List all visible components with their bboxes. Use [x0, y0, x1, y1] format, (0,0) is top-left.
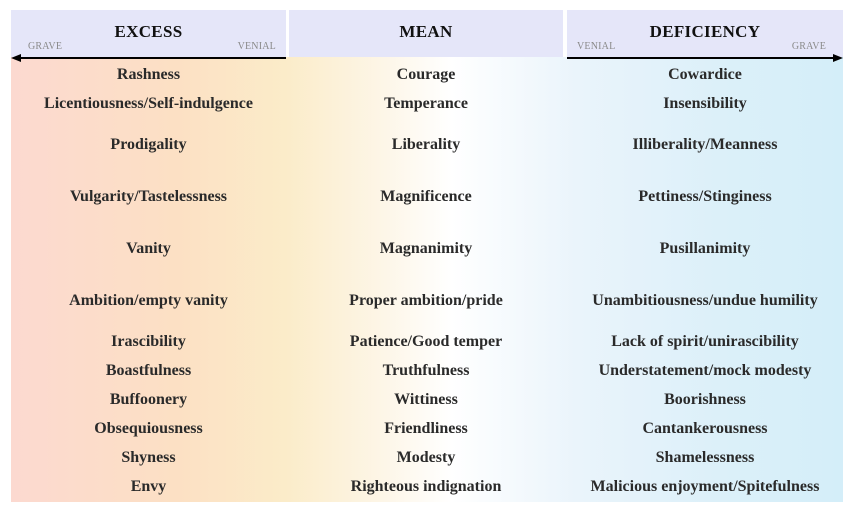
deficiency-right-label: GRAVE	[791, 41, 826, 52]
column-title-excess: EXCESS	[114, 22, 183, 41]
excess-cell: Obsequiousness	[94, 420, 203, 437]
excess-cell: Shyness	[121, 449, 176, 466]
deficiency-cell: Unambitiousness/undue humility	[592, 292, 818, 309]
mean-cell: Righteous indignation	[350, 478, 502, 495]
table-row: Irascibility Patience/Good temper Lack o…	[11, 331, 843, 353]
deficiency-cell: Pettiness/Stinginess	[638, 188, 772, 205]
mean-cell: Courage	[396, 66, 456, 83]
excess-cell: Prodigality	[110, 136, 187, 153]
deficiency-cell: Pusillanimity	[659, 240, 751, 257]
excess-right-label: VENIAL	[237, 41, 276, 52]
virtues-table: Rashness Courage Cowardice Licentiousnes…	[11, 57, 843, 502]
table-row: Prodigality Liberality Illiberality/Mean…	[11, 134, 843, 156]
mean-cell: Magnificence	[380, 188, 472, 205]
deficiency-cell: Cantankerousness	[642, 420, 768, 437]
deficiency-left-label: VENIAL	[577, 41, 616, 52]
table-row: Vulgarity/Tastelessness Magnificence Pet…	[11, 186, 843, 208]
table-row: Buffoonery Wittiness Boorishness	[11, 389, 843, 411]
left-arrow-icon	[11, 54, 286, 62]
right-arrow-icon	[567, 54, 843, 62]
mean-cell: Friendliness	[384, 420, 468, 437]
table-row: Vanity Magnanimity Pusillanimity	[11, 238, 843, 260]
header-excess: EXCESS GRAVE VENIAL	[11, 10, 286, 62]
excess-cell: Vulgarity/Tastelessness	[69, 188, 228, 205]
deficiency-cell: Understatement/mock modesty	[598, 362, 812, 379]
mean-cell: Temperance	[384, 95, 468, 112]
table-row: Envy Righteous indignation Malicious enj…	[11, 476, 843, 498]
deficiency-cell: Illiberality/Meanness	[632, 136, 778, 153]
table-row: Ambition/empty vanity Proper ambition/pr…	[11, 290, 843, 312]
excess-left-label: GRAVE	[28, 41, 63, 52]
mean-cell: Modesty	[396, 449, 456, 466]
deficiency-cell: Cowardice	[668, 66, 742, 83]
header-mean: MEAN	[289, 10, 563, 57]
deficiency-cell: Malicious enjoyment/Spitefulness	[590, 478, 820, 495]
deficiency-cell: Shamelessness	[655, 449, 755, 466]
excess-cell: Irascibility	[111, 333, 186, 350]
column-title-deficiency: DEFICIENCY	[649, 22, 761, 41]
mean-cell: Truthfulness	[382, 362, 470, 379]
table-row: Shyness Modesty Shamelessness	[11, 447, 843, 469]
excess-cell: Buffoonery	[109, 391, 188, 408]
column-title-mean: MEAN	[399, 22, 453, 41]
excess-cell: Vanity	[126, 240, 171, 257]
excess-cell: Licentiousness/Self-indulgence	[44, 95, 253, 112]
table-background-gradient	[11, 57, 843, 502]
mean-cell: Patience/Good temper	[349, 333, 503, 350]
table-row: Rashness Courage Cowardice	[11, 64, 843, 86]
table-row: Boastfulness Truthfulness Understatement…	[11, 360, 843, 382]
excess-cell: Envy	[130, 478, 167, 495]
excess-cell: Ambition/empty vanity	[69, 292, 228, 309]
deficiency-cell: Boorishness	[664, 391, 746, 408]
deficiency-cell: Lack of spirit/unirascibility	[611, 333, 799, 350]
table-row: Licentiousness/Self-indulgence Temperanc…	[11, 93, 843, 115]
table-row: Obsequiousness Friendliness Cantankerous…	[11, 418, 843, 440]
mean-cell: Liberality	[391, 136, 461, 153]
mean-cell: Wittiness	[394, 391, 458, 408]
excess-cell: Rashness	[116, 66, 181, 83]
excess-cell: Boastfulness	[105, 362, 192, 379]
header-deficiency: DEFICIENCY VENIAL GRAVE	[567, 10, 843, 62]
mean-cell: Proper ambition/pride	[349, 292, 503, 309]
deficiency-cell: Insensibility	[663, 95, 747, 112]
mean-cell: Magnanimity	[379, 240, 473, 257]
